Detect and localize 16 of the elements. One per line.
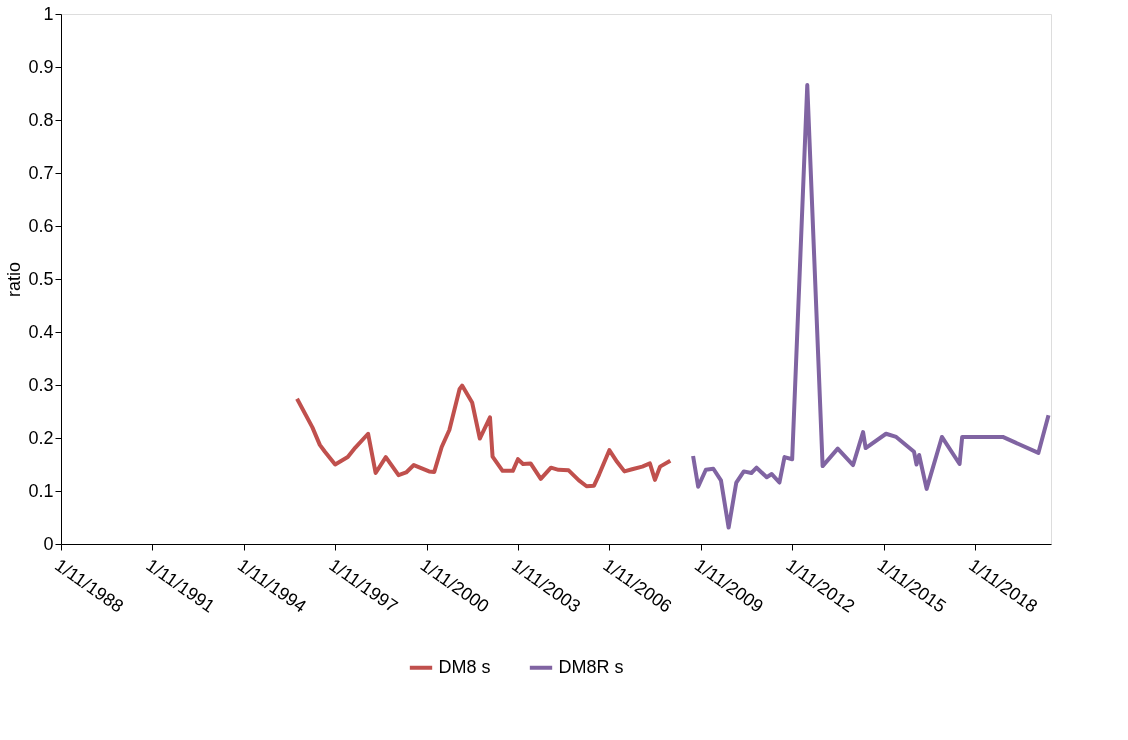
y-tick-label: 0.1 xyxy=(28,480,54,501)
y-tick-label: 0.4 xyxy=(28,321,54,342)
line-series xyxy=(691,83,1051,530)
y-tick-label: 0.8 xyxy=(28,109,54,130)
y-tick-label: 0.6 xyxy=(28,215,54,236)
line-series xyxy=(295,383,673,489)
y-tick-label: 0.9 xyxy=(28,56,54,77)
legend-label: DM8R s xyxy=(558,656,624,677)
y-tick-label: 0.3 xyxy=(28,374,54,395)
y-tick-label: 0.5 xyxy=(28,268,54,289)
y-tick-label: 0 xyxy=(43,533,54,554)
y-tick-label: 0.7 xyxy=(28,162,54,183)
legend-label: DM8 s xyxy=(438,656,491,677)
y-tick-label: 1 xyxy=(43,3,54,24)
y-tick-label: 0.2 xyxy=(28,427,54,448)
y-axis-title: ratio xyxy=(4,261,25,298)
